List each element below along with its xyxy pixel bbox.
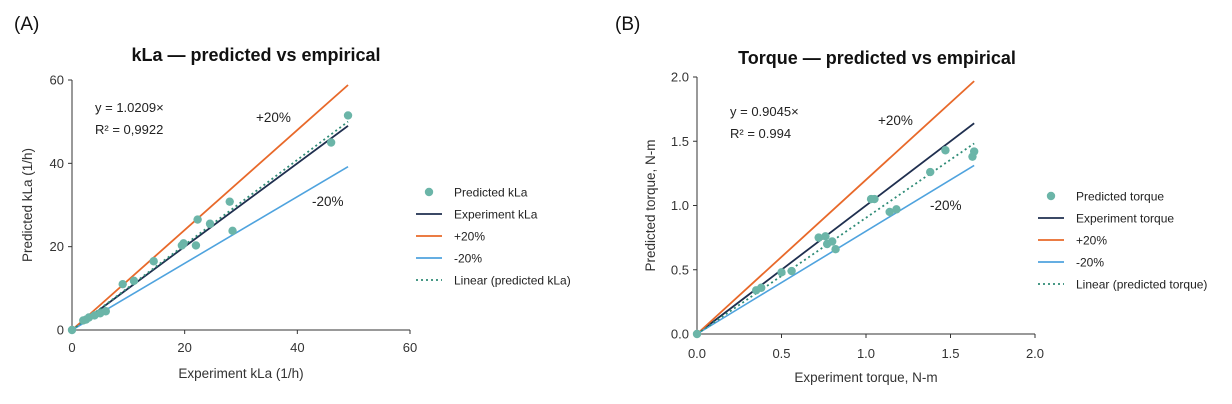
x-tick-label: 0	[68, 340, 75, 355]
legend-label: Linear (predicted torque)	[1076, 278, 1207, 292]
legend-label: +20%	[1076, 234, 1107, 248]
data-point	[179, 239, 188, 248]
data-point	[228, 226, 237, 236]
legend-swatch-points	[424, 187, 434, 197]
data-point	[831, 244, 840, 254]
data-point	[969, 147, 979, 156]
data-point	[926, 167, 935, 177]
data-point	[777, 268, 786, 277]
data-point	[821, 232, 830, 241]
data-point	[885, 207, 894, 217]
chart-panel-b: (B) Torque — predicted vs empirical 0.0 0.5…	[615, 14, 1207, 385]
y-tick-label: 20	[50, 239, 64, 254]
legend-label: Experiment torque	[1076, 212, 1174, 226]
y-axis-label: Predicted kLa (1/h)	[20, 148, 35, 262]
legend-label: -20%	[1076, 256, 1104, 270]
legend-label: +20%	[454, 230, 485, 244]
y-axis-label: Predicted torque, N-m	[643, 139, 658, 271]
minus-20-line	[71, 165, 349, 331]
data-point	[692, 329, 702, 339]
legend-label: Experiment kLa	[454, 208, 538, 222]
x-tick-label: 1.0	[857, 346, 875, 361]
y-tick-label: 60	[50, 73, 64, 88]
chart-panel-a: (A) kLa — predicted vs empirical 0 20 40 60 0 2…	[14, 14, 571, 381]
data-point	[129, 276, 139, 286]
legend-label: -20%	[454, 252, 482, 266]
data-point	[225, 197, 234, 206]
x-tick-label: 40	[290, 340, 304, 355]
data-point	[787, 266, 796, 276]
y-tick-label: 2.0	[671, 70, 689, 85]
y-tick-label: 0.0	[671, 327, 689, 342]
x-tick-label: 1.5	[941, 346, 959, 361]
data-point	[343, 111, 353, 120]
data-point	[149, 257, 158, 266]
legend: Predicted torque Experiment torque +20% -20…	[1038, 190, 1207, 292]
legend-label: Predicted torque	[1076, 190, 1164, 204]
r-squared-label: R² = 0,9922	[95, 122, 163, 137]
data-point	[118, 279, 127, 289]
experiment-line	[696, 122, 975, 335]
x-tick-label: 2.0	[1026, 346, 1044, 361]
minus-20-annotation: -20%	[312, 194, 344, 209]
minus-20-annotation: -20%	[930, 198, 962, 213]
plus-20-annotation: +20%	[256, 110, 291, 125]
legend-label: Linear (predicted kLa)	[454, 274, 571, 288]
plus-20-line	[71, 84, 349, 331]
data-point	[191, 241, 201, 250]
x-tick-label: 60	[403, 340, 417, 355]
chart-title: Torque — predicted vs empirical	[738, 48, 1016, 68]
legend-swatch-points	[1046, 191, 1056, 201]
data-point	[828, 237, 837, 246]
y-tick-label: 1.0	[671, 198, 689, 213]
data-point	[101, 307, 111, 316]
x-tick-label: 20	[177, 340, 191, 355]
legend: Predicted kLa Experiment kLa +20% -20% Linea…	[416, 186, 571, 288]
panel-label: (A)	[14, 14, 39, 35]
data-point	[757, 283, 766, 292]
legend-label: Predicted kLa	[454, 186, 528, 200]
data-point	[814, 233, 823, 242]
y-tick-label: 1.5	[671, 134, 689, 149]
equation-label: y = 0.9045×	[730, 104, 799, 119]
x-axis-label: Experiment torque, N-m	[794, 370, 937, 385]
panel-label: (B)	[615, 14, 640, 35]
chart-title: kLa — predicted vs empirical	[131, 45, 380, 65]
data-point	[326, 138, 336, 147]
x-axis-label: Experiment kLa (1/h)	[178, 366, 303, 381]
plus-20-line	[696, 80, 975, 335]
data-point	[892, 205, 901, 214]
x-tick-label: 0.5	[772, 346, 790, 361]
x-tick-label: 0.0	[688, 346, 706, 361]
data-point	[870, 194, 879, 204]
data-point	[205, 219, 215, 228]
y-tick-label: 0.5	[671, 262, 689, 277]
data-point	[67, 325, 77, 335]
y-tick-label: 40	[50, 156, 64, 171]
r-squared-label: R² = 0.994	[730, 126, 791, 141]
y-tick-label: 0	[57, 323, 64, 338]
data-point	[193, 215, 202, 224]
data-point	[941, 146, 950, 155]
plus-20-annotation: +20%	[878, 113, 913, 128]
equation-label: y = 1.0209×	[95, 100, 164, 115]
